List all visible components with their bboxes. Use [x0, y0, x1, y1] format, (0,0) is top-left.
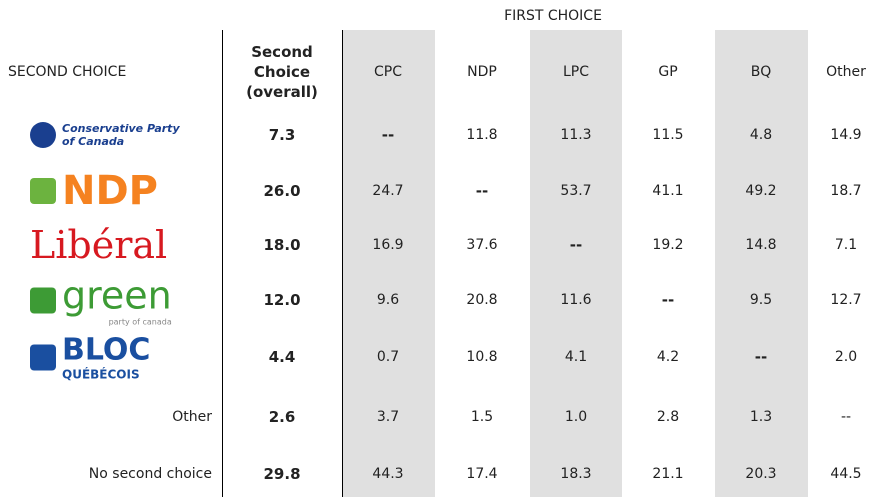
- cell-value: 49.2: [745, 183, 777, 199]
- cell-value: 11.8: [466, 127, 498, 143]
- cell-value: 44.5: [830, 466, 862, 482]
- cell-value: 12.7: [830, 292, 862, 308]
- logo-icon: [30, 344, 56, 370]
- overall-value: 12.0: [263, 291, 301, 309]
- cell-value: 44.3: [372, 466, 404, 482]
- cell-value: 14.8: [745, 237, 777, 253]
- cell-value: 19.2: [652, 237, 684, 253]
- cell-value: 1.5: [470, 409, 494, 425]
- cell-value: 7.1: [834, 237, 858, 253]
- logo-icon: [30, 122, 56, 148]
- cell-value: --: [754, 348, 768, 366]
- cell-value: 18.3: [560, 466, 592, 482]
- cell-value: 16.9: [372, 237, 404, 253]
- logo-icon: [30, 287, 56, 313]
- column-shade: [715, 30, 808, 497]
- cell-value: --: [661, 291, 675, 309]
- cell-value: 41.1: [652, 183, 684, 199]
- cell-value: 21.1: [652, 466, 684, 482]
- logo-line: of Canada: [62, 135, 125, 148]
- column-shade: [530, 30, 622, 497]
- column-header: CPC: [374, 64, 402, 80]
- cell-value: 10.8: [466, 349, 498, 365]
- overall-value: 7.3: [268, 126, 296, 144]
- logo-line: QUÉBÉCOIS: [62, 367, 140, 382]
- overall-value: 18.0: [263, 236, 301, 254]
- cell-value: 4.1: [564, 349, 588, 365]
- logo-text: NDP: [62, 168, 158, 214]
- logo-line: NDP: [62, 168, 158, 214]
- logo-text: Libéral: [30, 223, 167, 267]
- logo-text: BLOC QUÉBÉCOIS: [62, 333, 150, 382]
- party-logo: Libéral: [30, 223, 167, 267]
- cell-value: --: [569, 236, 583, 254]
- cell-value: 37.6: [466, 237, 498, 253]
- cell-value: 11.5: [652, 127, 684, 143]
- column-header: GP: [658, 64, 678, 80]
- cell-value: 20.8: [466, 292, 498, 308]
- cell-value: 4.2: [656, 349, 680, 365]
- party-logo: NDP: [30, 168, 158, 214]
- cell-value: 20.3: [745, 466, 777, 482]
- group-header: FIRST CHOICE: [504, 8, 602, 24]
- overall-value: 29.8: [263, 465, 301, 483]
- party-logo: BLOC QUÉBÉCOIS: [30, 333, 150, 382]
- logo-line: Conservative Party: [62, 122, 180, 135]
- column-shade: [342, 30, 435, 497]
- logo-line: BLOC: [62, 332, 151, 368]
- cell-value: 53.7: [560, 183, 592, 199]
- cell-value: --: [381, 126, 395, 144]
- cell-value: 0.7: [376, 349, 400, 365]
- party-logo: green party of canada: [30, 274, 172, 327]
- overall-value: 4.4: [268, 348, 296, 366]
- cell-value: 1.0: [564, 409, 588, 425]
- overall-header: Second Choice (overall): [246, 43, 318, 101]
- party-logo: Conservative Party of Canada: [30, 122, 180, 148]
- cell-value: 18.7: [830, 183, 862, 199]
- overall-value: 26.0: [263, 182, 301, 200]
- column-header: LPC: [562, 64, 590, 80]
- column-header: NDP: [467, 64, 497, 80]
- divider: [222, 30, 223, 497]
- cell-value: 9.5: [749, 292, 773, 308]
- cell-value: 9.6: [376, 292, 400, 308]
- logo-text: green party of canada: [62, 274, 172, 327]
- cell-value: 14.9: [830, 127, 862, 143]
- logo-line: party of canada: [108, 317, 172, 327]
- row-label: No second choice: [88, 466, 212, 482]
- cell-value: 3.7: [376, 409, 400, 425]
- cell-value: 24.7: [372, 183, 404, 199]
- row-header: SECOND CHOICE: [8, 64, 127, 80]
- logo-text: Conservative Party of Canada: [62, 122, 180, 148]
- column-header: BQ: [750, 64, 772, 80]
- overall-value: 2.6: [268, 408, 296, 426]
- logo-line: Libéral: [30, 223, 168, 267]
- row-label: Other: [172, 409, 212, 425]
- logo-icon: [30, 178, 56, 204]
- cell-value: --: [475, 182, 489, 200]
- cell-value: --: [840, 409, 852, 425]
- cell-value: 11.6: [560, 292, 592, 308]
- cell-value: 2.0: [834, 349, 858, 365]
- column-header: Other: [826, 64, 866, 80]
- cell-value: 1.3: [749, 409, 773, 425]
- logo-line: green: [62, 273, 172, 318]
- cell-value: 2.8: [656, 409, 680, 425]
- cell-value: 4.8: [749, 127, 773, 143]
- cell-value: 17.4: [466, 466, 498, 482]
- cell-value: 11.3: [560, 127, 592, 143]
- divider: [342, 30, 343, 497]
